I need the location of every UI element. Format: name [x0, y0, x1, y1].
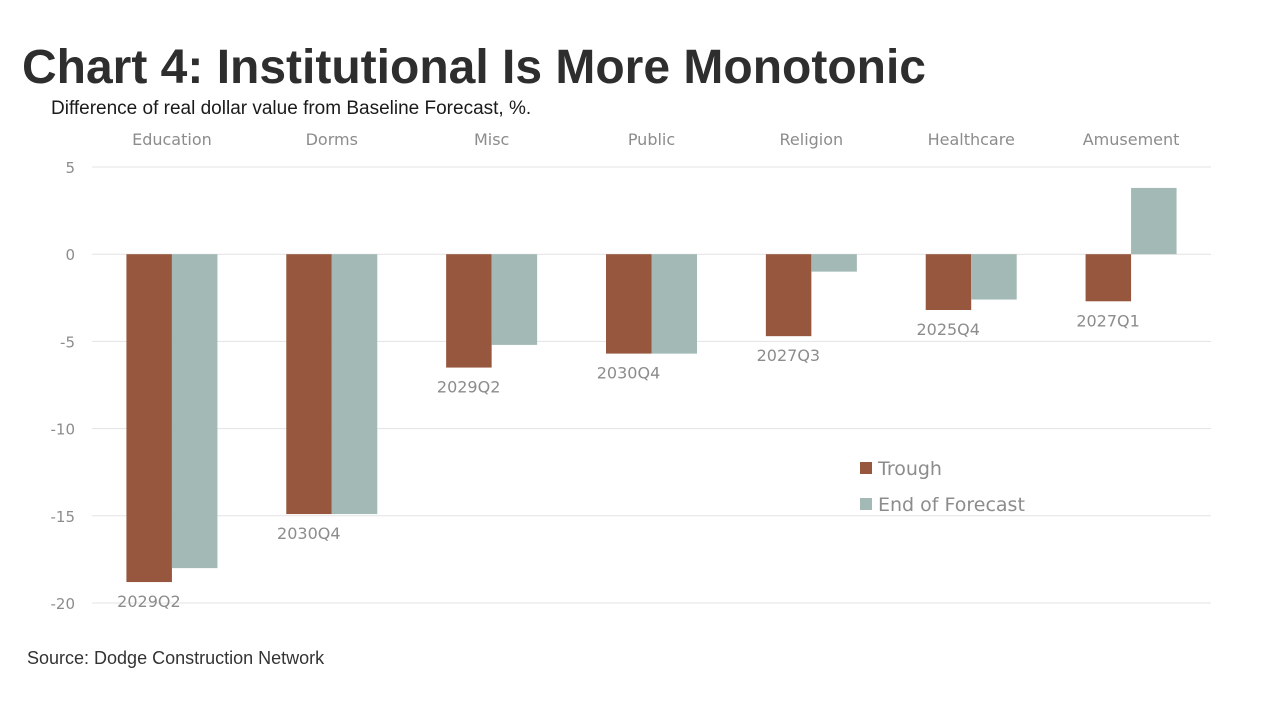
category-label: Healthcare [928, 130, 1015, 149]
y-tick-label: 5 [65, 159, 75, 177]
category-label: Misc [474, 130, 509, 149]
y-tick-label: 0 [65, 246, 75, 264]
bar-trough [606, 254, 652, 354]
trough-date-label: 2030Q4 [277, 524, 341, 543]
trough-date-label: 2029Q2 [437, 378, 501, 397]
trough-date-label: 2027Q3 [757, 346, 821, 365]
bar-trough [126, 254, 172, 583]
bar-trough [765, 254, 812, 337]
chart-subtitle: Difference of real dollar value from Bas… [51, 98, 532, 119]
trough-date-label: 2025Q4 [916, 320, 980, 339]
bar-end-of-forecast [331, 254, 378, 515]
chart-title: Chart 4: Institutional Is More Monotonic [22, 41, 926, 94]
y-tick-label: -20 [51, 595, 76, 613]
category-label: Religion [780, 130, 844, 149]
y-tick-label: -15 [51, 508, 76, 526]
bar-end-of-forecast [491, 254, 538, 345]
bar-end-of-forecast [651, 254, 697, 354]
legend-swatch [860, 498, 872, 510]
legend-label: End of Forecast [878, 494, 1025, 516]
bar-trough [1085, 254, 1132, 302]
trough-date-label: 2027Q1 [1076, 311, 1140, 330]
bar-trough [286, 254, 332, 515]
bar-trough [925, 254, 972, 311]
bar-end-of-forecast [171, 254, 218, 569]
trough-date-label: 2030Q4 [597, 364, 661, 383]
bar-trough [446, 254, 492, 368]
legend-swatch [860, 462, 872, 474]
bar-end-of-forecast [971, 254, 1017, 300]
category-label: Education [132, 130, 212, 149]
category-label: Dorms [306, 130, 358, 149]
trough-date-label: 2029Q2 [117, 592, 181, 611]
category-label: Amusement [1083, 130, 1180, 149]
bar-end-of-forecast [811, 254, 857, 272]
y-tick-label: -10 [51, 421, 76, 439]
bar-end-of-forecast [1131, 187, 1177, 255]
y-tick-label: -5 [60, 333, 75, 351]
category-label: Public [628, 130, 675, 149]
chart-source: Source: Dodge Construction Network [27, 648, 325, 668]
legend-label: Trough [877, 458, 942, 480]
